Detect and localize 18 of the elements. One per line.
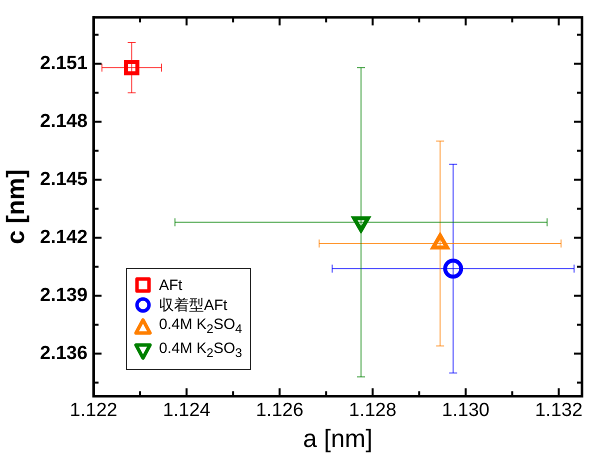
y-tick-label: 2.139 [40, 284, 88, 306]
x-tick-label: 1.122 [70, 400, 118, 421]
y-tick-label: 2.148 [40, 111, 88, 132]
y-tick-label: 2.142 [40, 226, 88, 248]
x-tick-label: 1.128 [348, 400, 396, 421]
y-tick-label: 2.136 [40, 342, 88, 364]
legend-label: 0.4M K$_{2}$SO$_{3}$ [159, 339, 242, 362]
legend-label: 収着型AFt [159, 296, 228, 314]
x-tick-label: 1.132 [534, 400, 583, 421]
x-tick-label: 1.130 [442, 400, 490, 421]
legend-label: AFt [159, 276, 182, 294]
y-axis-title: c [nm] [2, 169, 30, 244]
y-tick-label: 2.145 [40, 168, 88, 190]
x-tick-label: 1.126 [256, 400, 304, 421]
x-axis-title: a [nm] [303, 424, 373, 453]
y-tick-label: 2.151 [40, 53, 88, 74]
legend-label: 0.4M K$_{2}$SO$_{4}$ [159, 315, 242, 338]
x-tick-label: 1.124 [162, 400, 211, 421]
